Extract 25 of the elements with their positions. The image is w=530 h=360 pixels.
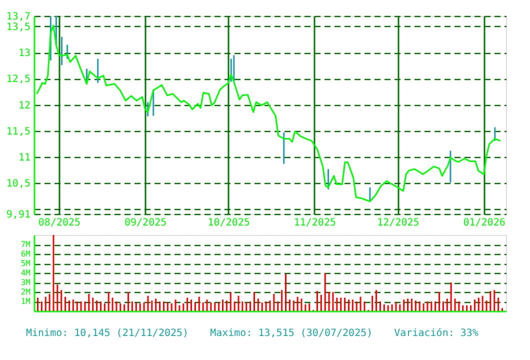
y-tick-label: 13 [18,48,30,60]
y-tick-label: 4M [20,268,31,278]
y-tick-label: 11,5 [6,126,30,138]
x-tick-label: 09/2025 [124,218,167,228]
y-tick-label: 2M [20,288,31,296]
x-tick-label: 11/2025 [294,218,336,228]
y-tick-label: 3M [20,278,31,287]
y-tick-label: 7M [20,240,31,249]
y-tick-label: 13,5 [6,22,30,33]
y-tick-label: 6M [20,250,31,258]
text: Maximo: 13,515 (30/07/2025) [210,328,373,339]
x-tick-label: 01/2026 [463,218,506,228]
y-tick-label: 10,5 [6,178,30,190]
y-tick-label: 12 [18,100,30,112]
y-tick-label: 12,5 [6,74,30,86]
y-tick-label: 5M [20,259,31,268]
x-tick-label: 08/2025 [38,218,81,228]
y-tick-label: 11 [18,152,30,164]
y-tick-label: 13,7 [6,12,30,22]
x-tick-label: 12/2025 [377,218,420,228]
y-tick-label: 9,91 [6,210,30,220]
text: Minimo: 10,145 (21/11/2025) [26,328,189,339]
text: Variación: 33% [394,328,478,339]
y-tick-label: 1M [20,297,31,306]
x-tick-label: 10/2025 [208,218,250,228]
